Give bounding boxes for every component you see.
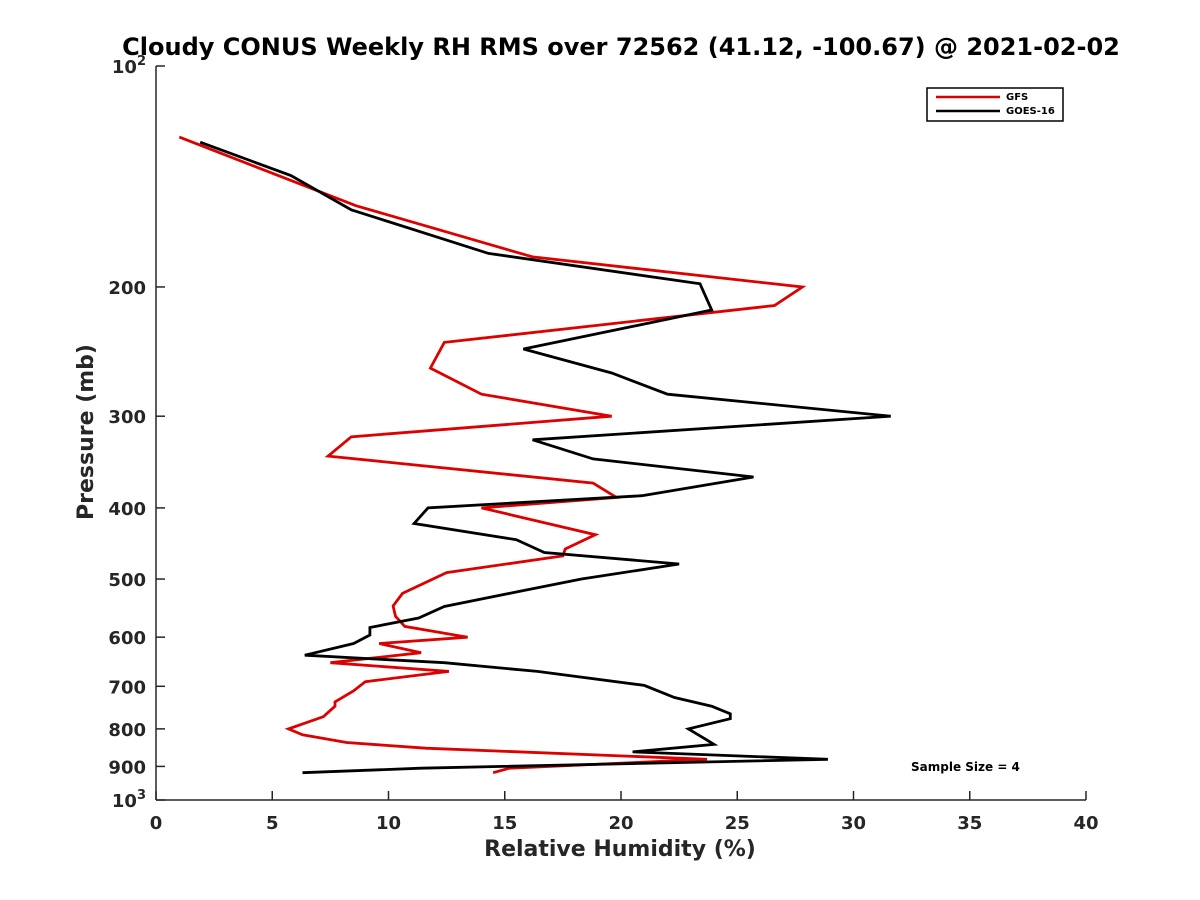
- x-axis-label: Relative Humidity (%): [484, 837, 756, 862]
- y-axis-label: Pressure (mb): [74, 344, 99, 520]
- legend-label-goes16: GOES-16: [1006, 106, 1055, 117]
- y-tick-label: 500: [108, 570, 146, 591]
- x-tick-label: 0: [150, 813, 163, 834]
- series-line-gfs: [178, 135, 807, 775]
- chart-title: Cloudy CONUS Weekly RH RMS over 72562 (4…: [122, 33, 1120, 61]
- x-tick-label: 15: [492, 813, 517, 834]
- y-tick-label: 102: [112, 54, 146, 78]
- sample-size-annotation: Sample Size = 4: [911, 760, 1020, 774]
- x-tick-label: 20: [608, 813, 633, 834]
- x-tick-label: 30: [841, 813, 866, 834]
- legend-label-gfs: GFS: [1006, 92, 1028, 103]
- x-tick-label: 40: [1073, 813, 1098, 834]
- series-lines: [178, 135, 891, 775]
- axes: 0 5 10 15 20 25 30 35 40 102 200 300 400 500 600 700 800…: [108, 54, 1098, 834]
- y-tick-label: 400: [108, 499, 146, 520]
- x-tick-label: 25: [725, 813, 750, 834]
- x-tick-label: 10: [376, 813, 401, 834]
- y-tick-label: 700: [108, 677, 146, 698]
- y-tick-label: 103: [112, 788, 146, 812]
- y-tick-label: 300: [108, 407, 146, 428]
- legend: GFS GOES-16: [926, 87, 1064, 122]
- y-tick-label: 200: [108, 278, 146, 299]
- x-tick-label: 35: [957, 813, 982, 834]
- y-tick-label: 800: [108, 720, 146, 741]
- legend-box: [926, 87, 1064, 122]
- x-tick-label: 5: [266, 813, 279, 834]
- y-tick-label: 600: [108, 628, 146, 649]
- series-line-goes-16: [199, 140, 891, 775]
- y-tick-label: 900: [108, 757, 146, 778]
